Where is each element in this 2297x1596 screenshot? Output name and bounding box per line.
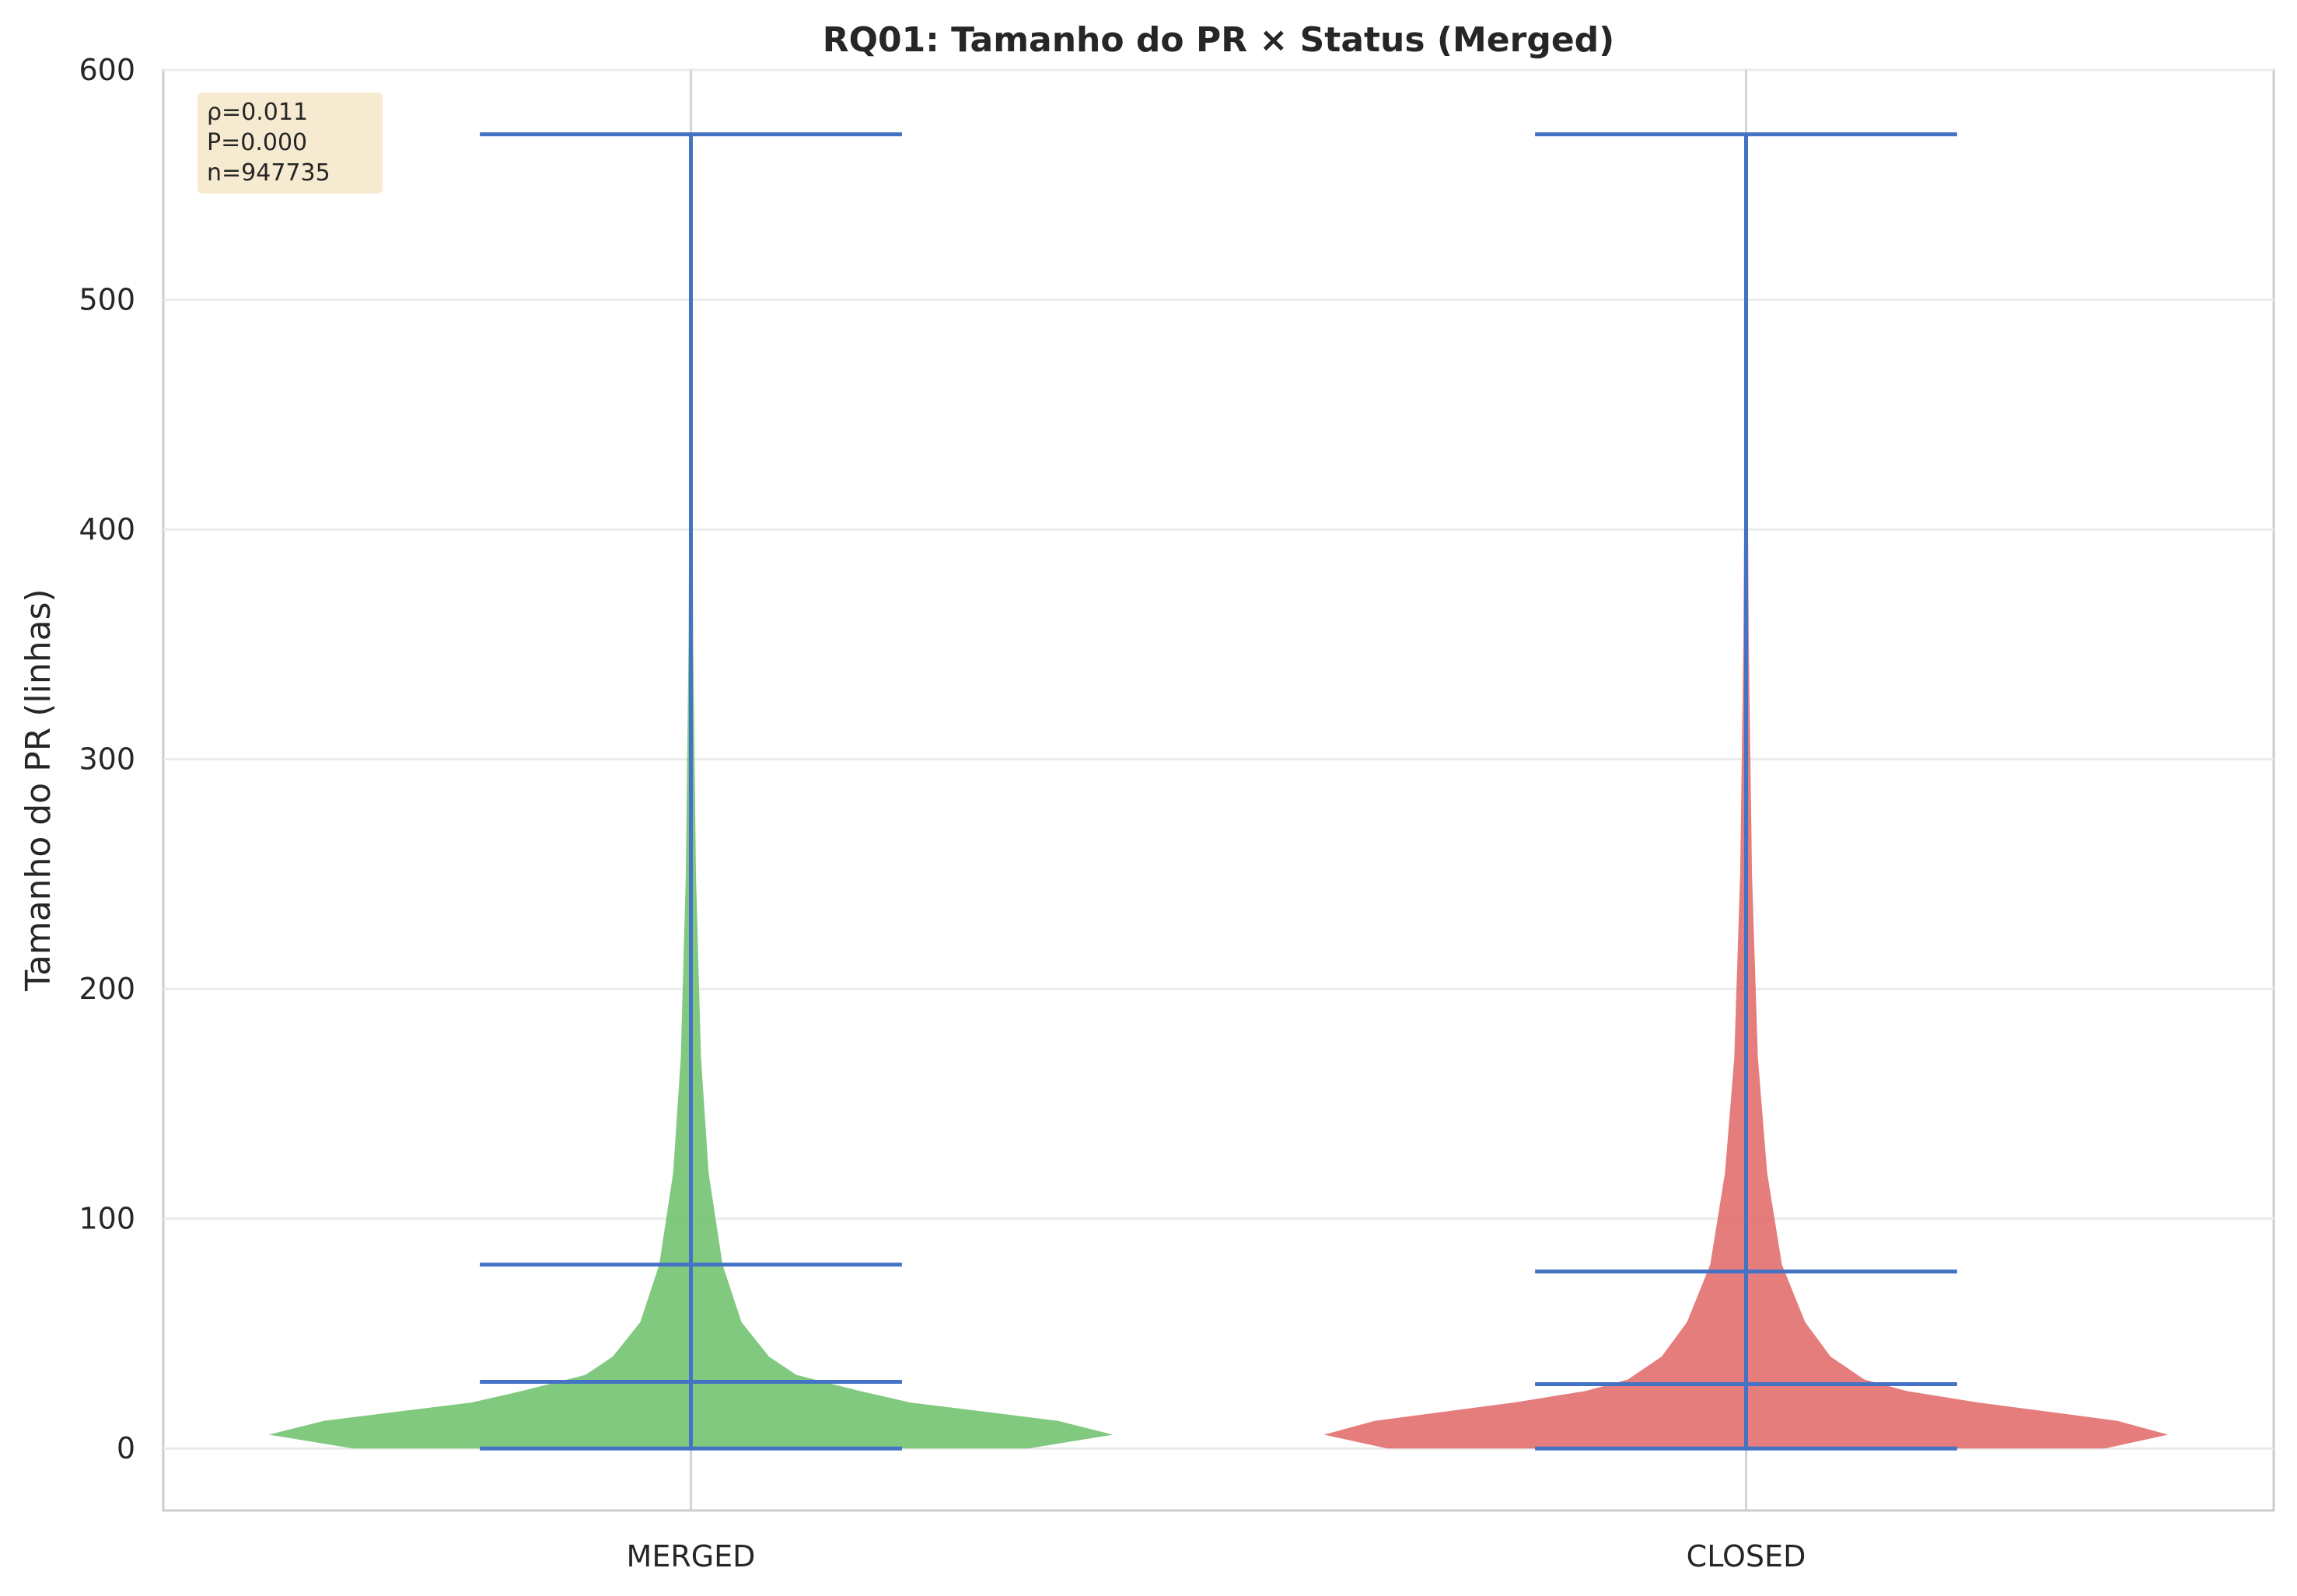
x-tick-label: MERGED: [627, 1539, 756, 1573]
y-tick-label: 0: [117, 1431, 135, 1465]
plot-area: [162, 68, 2275, 1512]
y-tick-label: 400: [79, 512, 135, 547]
y-tick-label: 500: [79, 283, 135, 317]
axis-ticks: 0 100 200 300 400 500 600 MERGED CLOSED: [79, 53, 1806, 1573]
y-tick-label: 600: [79, 53, 135, 87]
stats-annotation: ρ=0.011 P=0.000 n=947735: [198, 93, 383, 194]
y-tick-label: 100: [79, 1202, 135, 1236]
stats-annotation-box: [198, 93, 383, 194]
chart-title: RQ01: Tamanho do PR × Status (Merged): [823, 20, 1615, 60]
x-tick-label: CLOSED: [1687, 1539, 1806, 1573]
stat-lines: [480, 132, 1957, 1451]
y-tick-label: 300: [79, 742, 135, 777]
stat-rho: ρ=0.011: [207, 99, 308, 126]
y-axis-label: Tamanho do PR (linhas): [19, 588, 58, 991]
y-tick-label: 200: [79, 972, 135, 1006]
stat-p: P=0.000: [207, 129, 307, 156]
stat-n: n=947735: [207, 159, 330, 187]
